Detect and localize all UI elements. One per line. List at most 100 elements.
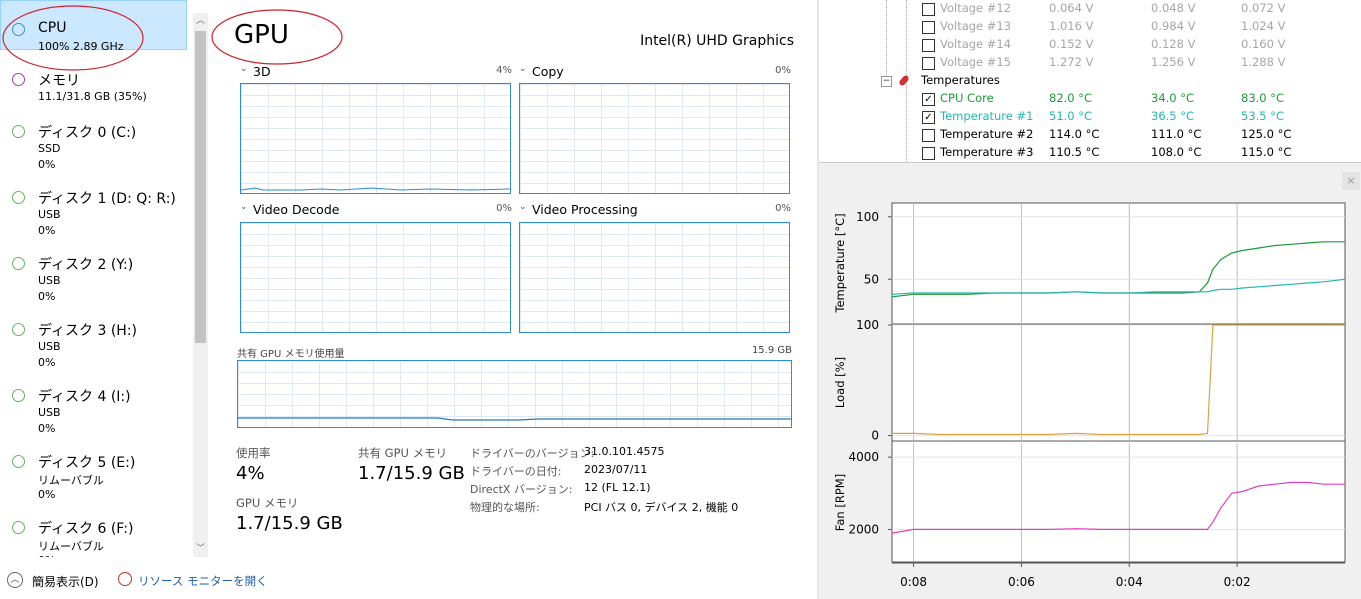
checkbox[interactable]: ✓ <box>922 93 935 106</box>
sensor-name: Temperature #1 <box>940 109 1034 123</box>
status-icon <box>12 521 25 534</box>
sensor-max: 115.0 °C <box>1241 145 1292 159</box>
checkbox[interactable] <box>922 57 935 70</box>
checkbox[interactable] <box>922 39 935 52</box>
plot: 100 50 Temperature [°C] 100 0 Load [%] 4000 200… <box>833 202 1346 589</box>
sensor-max: 1.288 V <box>1241 55 1286 69</box>
item-title[interactable]: ディスク 2 (Y:) <box>38 257 134 273</box>
scroll-up[interactable]: ︿ <box>196 16 206 26</box>
sensor-max: 0.160 V <box>1241 37 1286 51</box>
sensor-max: 0.072 V <box>1241 1 1286 15</box>
graph-percent: 0% <box>775 203 791 214</box>
sensor-min: 36.5 °C <box>1151 109 1195 123</box>
y-tick-label: 100 <box>856 318 879 332</box>
sensor-max: 53.5 °C <box>1241 109 1285 123</box>
item-title[interactable]: ディスク 3 (H:) <box>38 323 137 339</box>
scrollbar[interactable]: ︿ ﹀ <box>193 13 208 557</box>
series-line <box>892 324 1345 436</box>
detail-value: 12 (FL 12.1) <box>584 481 651 494</box>
expander[interactable]: − <box>881 76 892 87</box>
tree-line <box>886 0 887 80</box>
checkbox[interactable]: ✓ <box>922 111 935 124</box>
sensor-name: Voltage #13 <box>940 19 1012 33</box>
item-detail: 11.1/31.8 GB (35%) <box>38 90 147 103</box>
item-detail: 0% <box>38 488 56 501</box>
scroll-thumb[interactable] <box>195 31 206 343</box>
sensor-value: 1.272 V <box>1049 55 1094 69</box>
item-detail: 0% <box>38 224 56 237</box>
chevron: ⌄ <box>240 64 248 74</box>
usage-graph <box>240 222 511 333</box>
status-icon <box>12 125 25 138</box>
item-detail: 0% <box>38 356 56 369</box>
item-detail: 100% 2.89 GHz <box>38 40 124 53</box>
plot-area <box>891 202 1346 563</box>
item-title[interactable]: CPU <box>38 20 67 36</box>
sensor-table: Voltage #12 0.064 V 0.048 V 0.072 V Voltage … <box>819 0 1361 163</box>
graph-name: Video Decode <box>253 202 340 217</box>
stat-label: GPU メモリ <box>236 496 299 510</box>
sensor-name: Voltage #15 <box>940 55 1012 69</box>
detail-label: 物理的な場所: <box>470 501 540 514</box>
item-title[interactable]: ディスク 6 (F:) <box>38 521 134 537</box>
resource-monitor-link[interactable]: リソース モニターを開く <box>138 574 268 588</box>
shared-memory-graph <box>237 360 792 428</box>
graph-percent: 0% <box>775 65 791 76</box>
chevron: ⌄ <box>519 202 527 212</box>
item-detail: 0% <box>38 554 55 557</box>
shared-memory-label: 共有 GPU メモリ使用量 <box>237 349 345 360</box>
gpu-title: GPU <box>234 20 289 50</box>
item-detail: リムーバブル <box>38 540 104 553</box>
item-detail: USB <box>38 340 61 353</box>
checkbox[interactable] <box>922 21 935 34</box>
status-icon <box>12 23 25 36</box>
sensor-min: 0.128 V <box>1151 37 1196 51</box>
item-detail: USB <box>38 406 61 419</box>
item-detail: 0% <box>38 158 56 171</box>
detail-label: ドライバーのバージョン: <box>470 447 595 460</box>
item-title[interactable]: ディスク 0 (C:) <box>38 125 137 141</box>
sensor-value: 114.0 °C <box>1049 127 1100 141</box>
sensor-min: 111.0 °C <box>1151 127 1202 141</box>
y-tick-label: 0 <box>871 429 879 443</box>
scroll-down[interactable]: ﹀ <box>196 544 206 554</box>
item-title[interactable]: ディスク 4 (I:) <box>38 389 131 405</box>
collapse-icon[interactable]: ︿ <box>7 572 23 588</box>
x-tick-label: 0:04 <box>1116 575 1143 589</box>
group-name: Temperatures <box>921 73 1000 87</box>
close-button[interactable]: × <box>1342 172 1360 190</box>
checkbox[interactable] <box>922 147 935 160</box>
divider <box>817 0 819 599</box>
item-title[interactable]: メモリ <box>38 73 80 89</box>
checkbox[interactable] <box>922 3 935 16</box>
sensor-min: 0.048 V <box>1151 1 1196 15</box>
fewer-details-link[interactable]: 簡易表示(D) <box>32 575 99 589</box>
item-title[interactable]: ディスク 1 (D: Q: R:) <box>38 191 176 207</box>
y-axis-label: Load [%] <box>833 357 847 408</box>
shared-memory-max: 15.9 GB <box>751 345 792 356</box>
adapter-name: Intel(R) UHD Graphics <box>640 33 794 49</box>
item-detail: USB <box>38 274 61 287</box>
sensor-min: 34.0 °C <box>1151 91 1195 105</box>
sensor-name: Voltage #12 <box>940 1 1012 15</box>
sensor-value: 1.016 V <box>1049 19 1094 33</box>
status-icon <box>12 455 25 468</box>
y-tick-label: 4000 <box>848 450 879 464</box>
sensor-max: 125.0 °C <box>1241 127 1292 141</box>
y-axis-label: Temperature [°C] <box>833 213 847 313</box>
y-tick-label: 50 <box>864 272 879 286</box>
sensor-value: 110.5 °C <box>1049 145 1100 159</box>
y-tick-label: 100 <box>856 210 879 224</box>
y-axis-label: Fan [RPM] <box>833 474 847 531</box>
x-tick-label: 0:06 <box>1008 575 1035 589</box>
sensor-value: 0.152 V <box>1049 37 1094 51</box>
sensor-min: 108.0 °C <box>1151 145 1202 159</box>
graph-percent: 0% <box>496 203 512 214</box>
sensor-max: 1.024 V <box>1241 19 1286 33</box>
checkbox[interactable] <box>922 129 935 142</box>
usage-graph <box>519 83 790 194</box>
detail-value: PCI バス 0, デバイス 2, 機能 0 <box>584 501 739 514</box>
item-title[interactable]: ディスク 5 (E:) <box>38 455 136 471</box>
status-icon <box>12 323 25 336</box>
status-icon <box>12 389 25 402</box>
